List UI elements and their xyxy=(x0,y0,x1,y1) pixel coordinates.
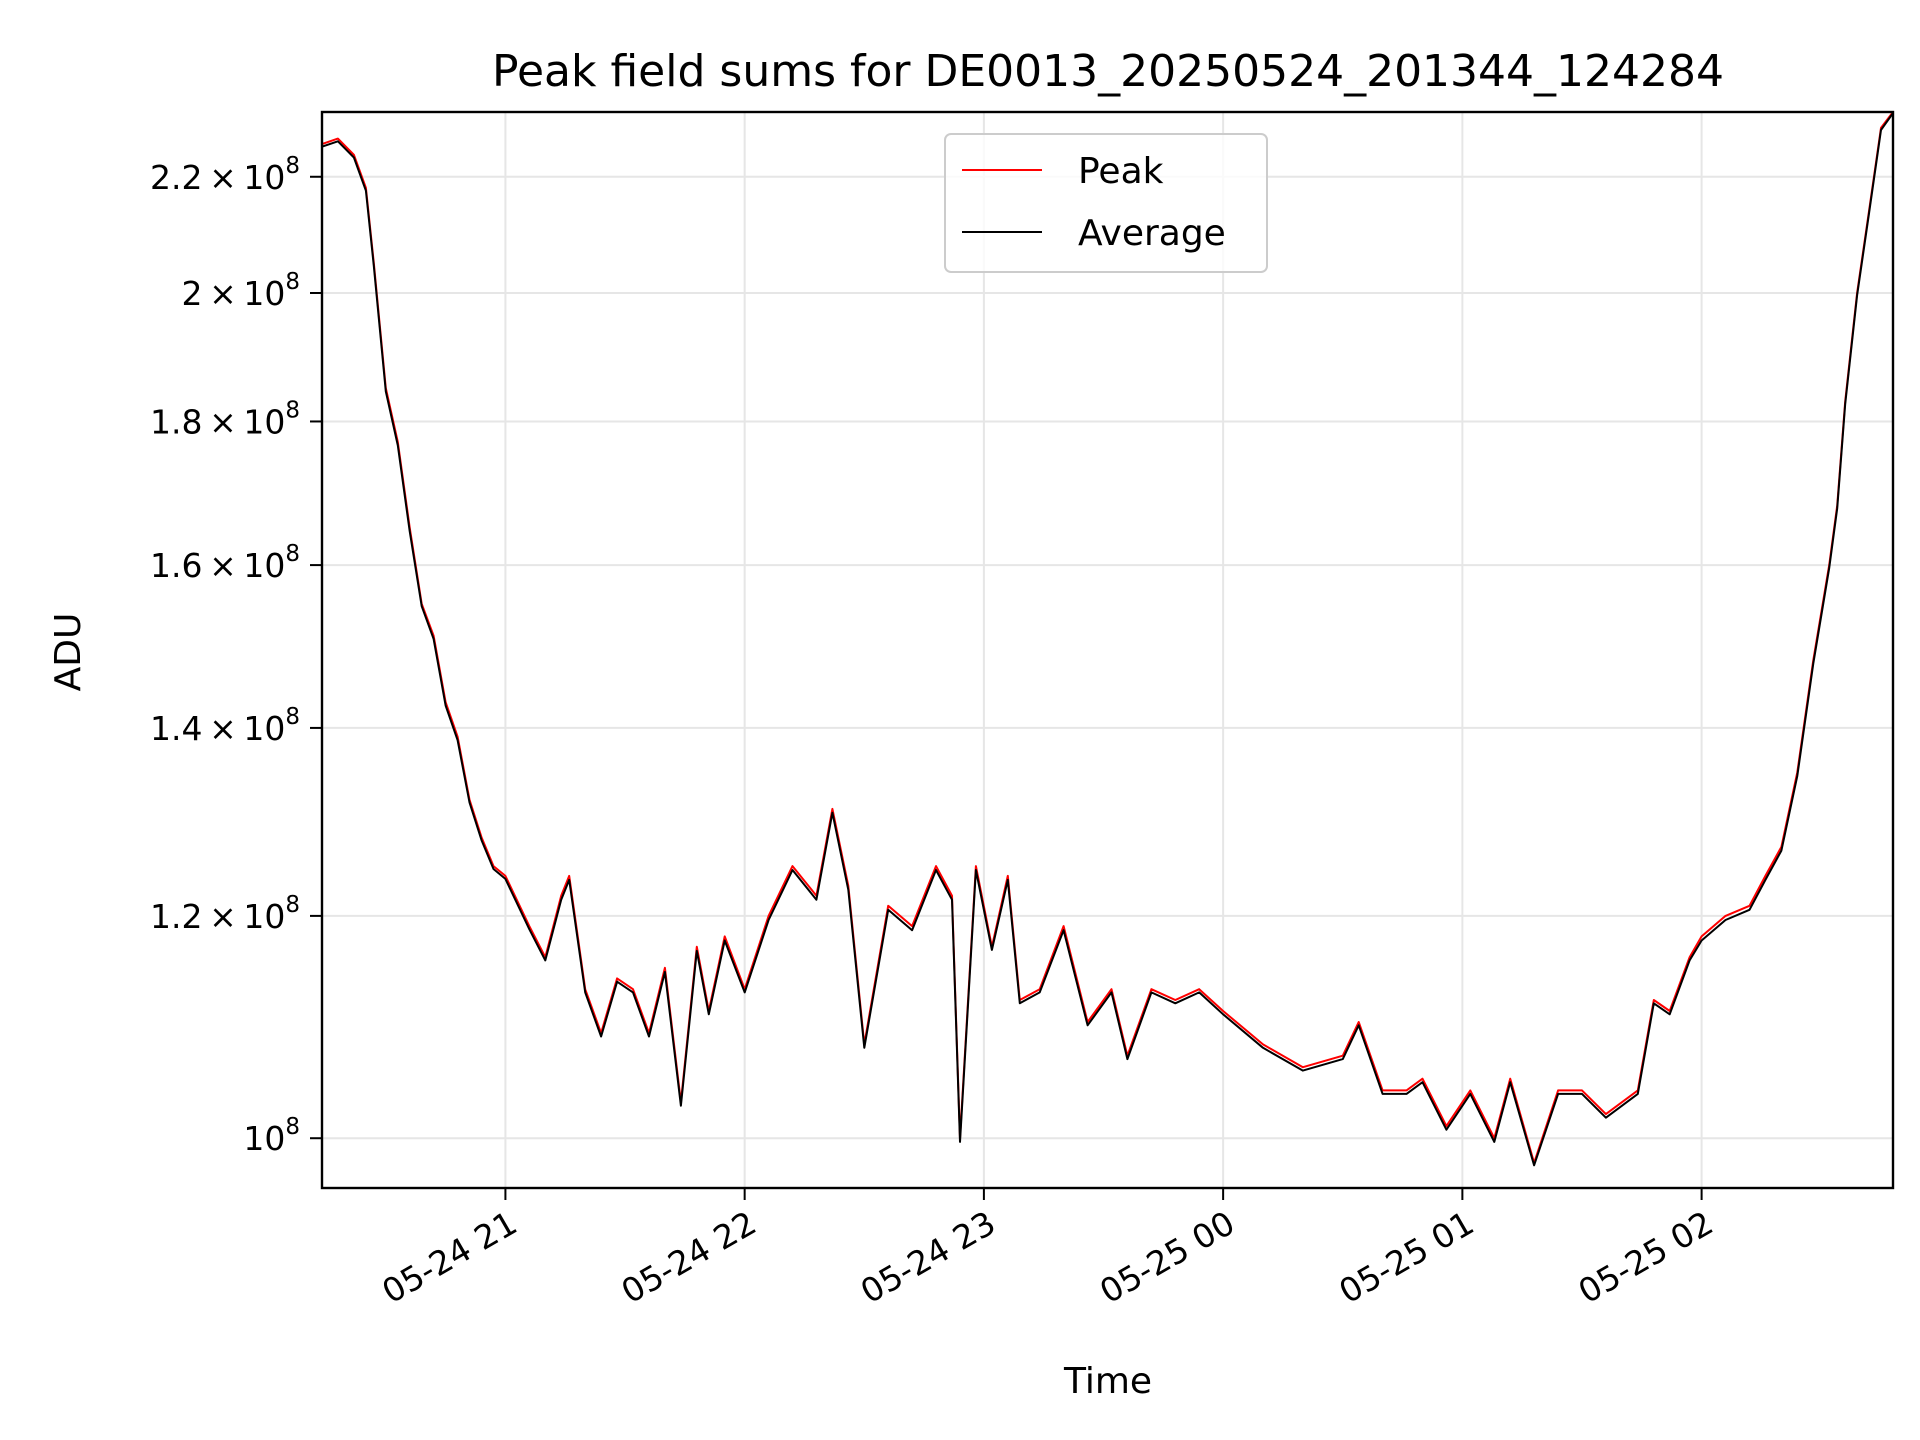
y-axis-title: ADU xyxy=(48,613,89,692)
legend-label-average: Average xyxy=(1078,213,1226,254)
chart-title: Peak field sums for DE0013_20250524_2013… xyxy=(492,46,1724,97)
legend-label-peak: Peak xyxy=(1078,151,1164,192)
series-line-average xyxy=(322,112,1893,1167)
legend: Peak Average xyxy=(944,133,1268,273)
legend-box xyxy=(944,133,1268,273)
y-tick-label: 1.6 × 108 xyxy=(150,541,300,585)
series-layer xyxy=(322,112,1893,1167)
y-tick-label: 108 xyxy=(243,1114,300,1158)
y-tick-label: 1.4 × 108 xyxy=(150,704,300,748)
y-tick-label: 1.8 × 108 xyxy=(150,397,300,441)
y-tick-label: 2 × 108 xyxy=(182,269,300,313)
y-tick-label: 2.2 × 108 xyxy=(150,153,300,197)
y-tick-label: 1.2 × 108 xyxy=(150,892,300,936)
x-axis-title: Time xyxy=(1063,1361,1152,1402)
y-axis: 108 1.2 × 108 1.4 × 108 1.6 × 108 1.8 × 108 2… xyxy=(150,153,322,1158)
plot-frame xyxy=(320,110,1895,1190)
grid xyxy=(322,112,1893,1188)
